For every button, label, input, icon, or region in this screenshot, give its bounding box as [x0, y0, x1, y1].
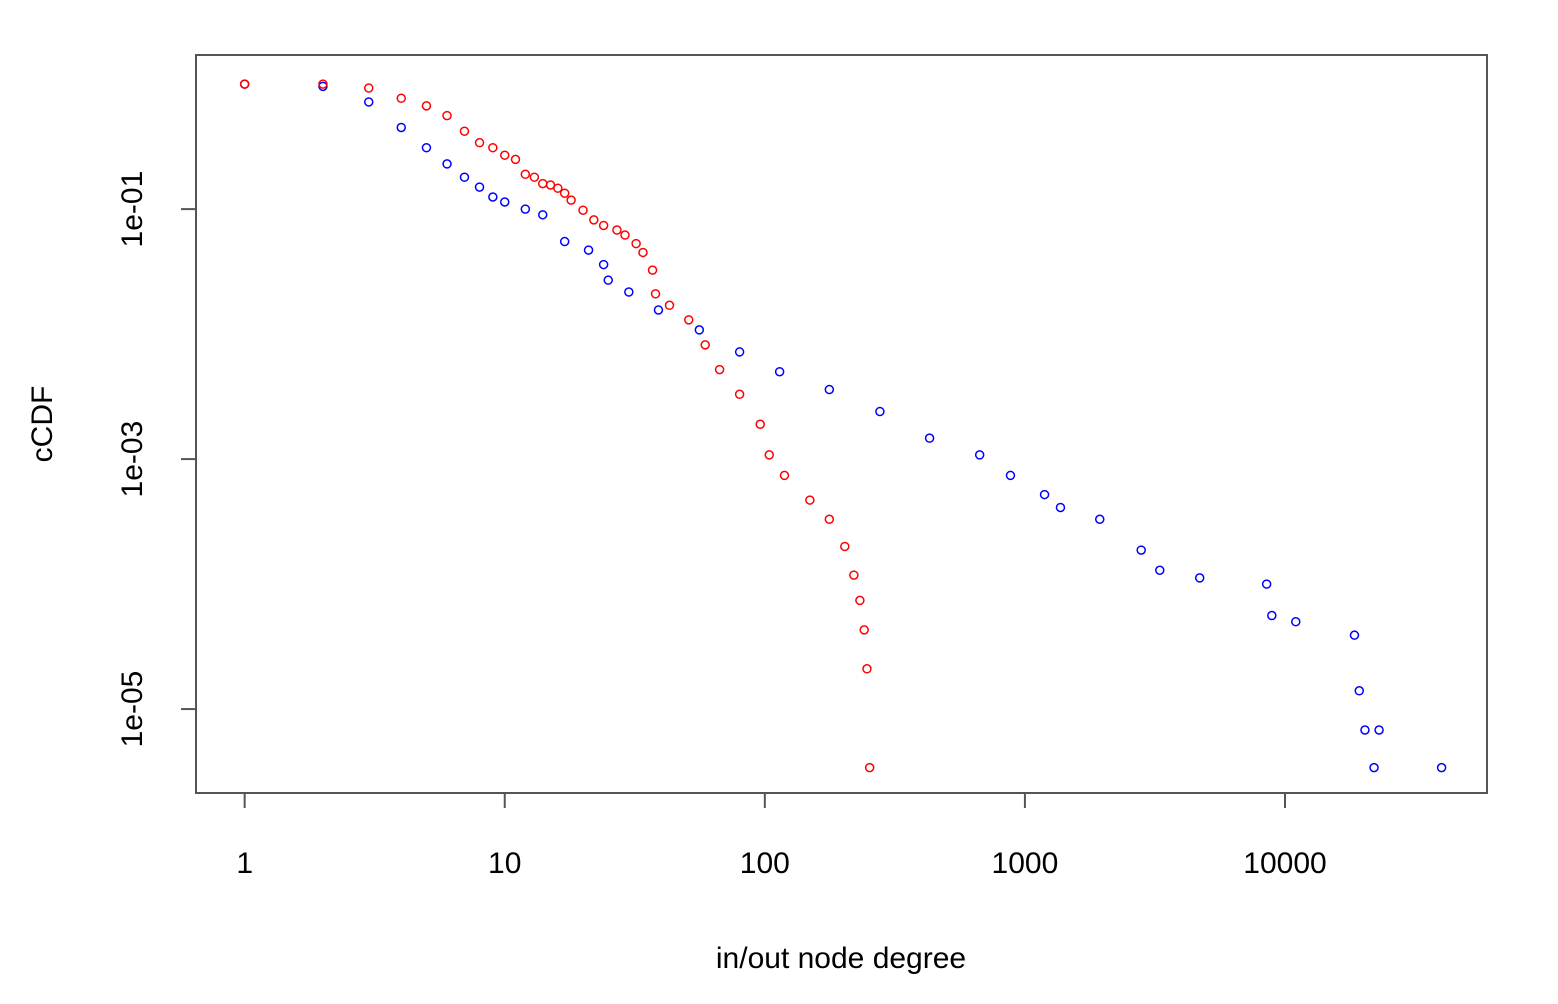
- data-point: [1267, 610, 1277, 621]
- data-point: [598, 259, 609, 270]
- data-point: [764, 450, 775, 460]
- data-point: [859, 625, 869, 635]
- plot-frame: [195, 54, 1488, 794]
- data-point: [603, 275, 613, 285]
- data-point: [537, 210, 548, 220]
- data-point: [974, 450, 985, 460]
- x-tick-label: 100: [740, 847, 790, 880]
- data-point: [474, 137, 485, 148]
- data-point: [537, 178, 548, 189]
- data-point: [755, 419, 765, 429]
- data-point: [653, 305, 664, 315]
- data-point: [650, 289, 661, 299]
- data-point: [684, 315, 694, 325]
- data-point: [647, 265, 658, 275]
- data-point: [1374, 725, 1384, 735]
- data-point: [1095, 514, 1105, 525]
- data-point: [1354, 686, 1365, 696]
- data-point: [924, 433, 935, 443]
- data-point: [559, 188, 570, 198]
- x-tick-label: 1: [236, 847, 253, 880]
- data-point: [1349, 630, 1360, 640]
- data-point: [1055, 502, 1066, 513]
- data-point: [664, 300, 675, 311]
- data-point: [318, 79, 328, 89]
- data-point: [1291, 616, 1301, 627]
- data-point: [396, 122, 406, 133]
- data-point: [421, 142, 432, 153]
- data-point: [589, 215, 599, 225]
- x-tick-label: 10000: [1243, 847, 1326, 880]
- y-tick-label: 1e-01: [116, 171, 149, 248]
- data-point: [1369, 762, 1379, 773]
- data-point: [1005, 470, 1016, 481]
- data-point: [862, 664, 872, 674]
- data-point: [474, 182, 485, 192]
- y-tick-label: 1e-03: [116, 421, 149, 498]
- data-point: [779, 470, 790, 481]
- data-point: [1136, 545, 1146, 555]
- data-point: [714, 364, 725, 375]
- data-point: [499, 150, 510, 160]
- y-tick-label: 1e-05: [116, 671, 149, 748]
- data-point: [363, 97, 374, 107]
- data-point: [442, 110, 452, 121]
- data-point: [1436, 762, 1447, 773]
- data-point: [520, 204, 531, 214]
- data-point: [1360, 725, 1370, 735]
- data-point: [612, 225, 622, 235]
- x-axis-label: in/out node degree: [716, 942, 966, 975]
- data-point: [875, 406, 885, 417]
- data-point: [1194, 573, 1205, 583]
- data-point: [396, 93, 406, 104]
- data-point: [840, 541, 850, 552]
- data-point: [774, 366, 785, 377]
- data-point: [598, 220, 609, 231]
- data-point: [239, 79, 250, 89]
- data-point: [488, 142, 498, 153]
- data-point: [363, 83, 374, 93]
- data-point: [734, 347, 745, 357]
- data-point: [700, 340, 710, 350]
- data-point: [459, 126, 470, 136]
- x-tick-label: 10: [488, 847, 521, 880]
- data-point: [553, 183, 563, 193]
- y-axis-label: cCDF: [26, 386, 59, 463]
- data-point: [631, 238, 641, 249]
- x-tick-label: 1000: [992, 847, 1059, 880]
- data-point: [459, 172, 470, 182]
- data-point: [849, 570, 859, 580]
- data-point: [529, 172, 540, 182]
- data-point: [442, 159, 452, 169]
- data-point: [864, 762, 875, 773]
- data-point: [694, 325, 705, 335]
- data-point: [566, 195, 576, 205]
- data-point: [855, 595, 865, 606]
- data-point: [583, 245, 594, 255]
- data-point: [805, 495, 815, 505]
- data-point: [620, 230, 630, 240]
- data-point: [510, 154, 521, 165]
- data-point: [499, 197, 510, 207]
- data-point: [520, 169, 531, 180]
- data-point: [624, 287, 634, 297]
- data-point: [488, 192, 498, 202]
- data-point: [1039, 489, 1050, 500]
- data-point: [824, 514, 835, 525]
- data-point: [1155, 565, 1165, 575]
- data-point: [421, 101, 432, 111]
- data-point: [559, 236, 570, 247]
- data-point: [638, 247, 648, 258]
- data-point: [1261, 579, 1272, 589]
- data-point: [578, 205, 588, 215]
- data-point: [824, 384, 835, 395]
- data-point: [734, 389, 745, 400]
